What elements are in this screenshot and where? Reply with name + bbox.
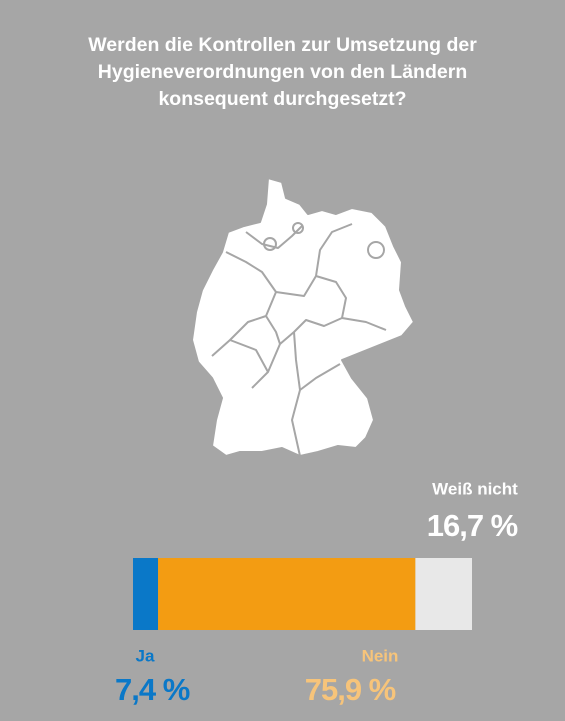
bar-segment (133, 558, 159, 630)
value-label: 75,9 % (305, 672, 396, 707)
germany-map (191, 177, 415, 457)
bar-segment (415, 558, 472, 630)
legend-label: Ja (136, 646, 155, 665)
chart-title: Werden die Kontrollen zur Umsetzung der … (88, 34, 477, 110)
value-label: 7,4 % (115, 672, 190, 707)
legend-label: Nein (362, 646, 399, 665)
legend-label: Weiß nicht (432, 479, 518, 498)
bar-segment (158, 558, 416, 630)
value-label: 16,7 % (427, 508, 518, 543)
